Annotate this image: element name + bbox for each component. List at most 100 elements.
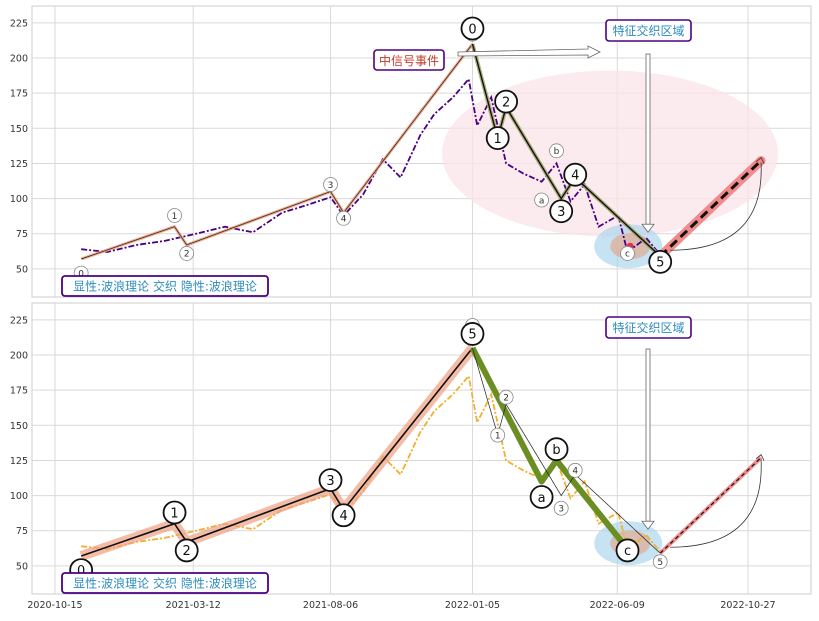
wave-label-small-text: 0 — [78, 269, 84, 279]
x-tick-label: 2021-03-12 — [166, 600, 221, 611]
wave-label-big — [648, 249, 673, 274]
zone-label: 特征交织区域 — [612, 320, 684, 335]
wave-label-small-text: 3 — [558, 505, 564, 515]
wave-label-big — [494, 89, 519, 114]
wave-label-big — [615, 538, 640, 563]
wave-label-small-text: 1 — [172, 212, 178, 222]
y-tick-label: 225 — [10, 315, 28, 326]
y-tick-label: 225 — [10, 18, 28, 29]
plot-content: 01234abc5012345 — [73, 16, 778, 281]
wave-label-big-text: 5 — [656, 256, 664, 271]
wave-label-small-text: 2 — [184, 250, 190, 260]
feature-ellipse — [442, 70, 778, 237]
y-tick-label: 150 — [10, 124, 28, 135]
y-tick-label: 150 — [10, 421, 28, 432]
wave-label-small-text: 5 — [657, 558, 663, 568]
forecast-line — [659, 159, 763, 258]
forecast-arrowhead — [755, 454, 765, 461]
wave-label-small — [534, 192, 549, 208]
x-tick-label: 2021-08-06 — [303, 600, 358, 611]
zone-label-box — [605, 316, 692, 339]
plot-area — [31, 302, 812, 595]
wave-label-big-text: 1 — [170, 506, 178, 521]
wave-label-small — [567, 462, 583, 478]
wave-label-small — [490, 427, 506, 443]
x-tick-label: 2022-01-05 — [445, 600, 500, 611]
x-tick-label: 2022-06-09 — [590, 600, 645, 611]
zone-arrow-head — [641, 223, 655, 233]
wave-secondary-line — [469, 346, 630, 551]
legend-box — [61, 275, 269, 297]
zone-arrow-shaft — [645, 53, 651, 225]
wave-label-big-text: 4 — [339, 509, 347, 524]
event-arrow — [457, 45, 601, 59]
wave-secondary-line — [471, 43, 661, 257]
y-tick-label: 125 — [10, 159, 28, 170]
wave-label-big-text: 4 — [571, 168, 579, 183]
wave-label-big — [549, 199, 574, 224]
wave-primary-line — [81, 43, 473, 260]
wave-thin-line — [472, 347, 661, 554]
wave-label-big — [460, 322, 485, 346]
wave-label-big — [544, 437, 569, 462]
legend-text: 显性:波浪理论 交织 隐性:波浪理论 — [73, 279, 257, 294]
wave-label-small-text: 4 — [341, 215, 347, 225]
y-tick-label: 75 — [16, 229, 28, 240]
wave-label-small-text: 1 — [495, 431, 501, 441]
plot-content: 123450012345abc — [69, 318, 765, 583]
y-tick-label: 75 — [16, 526, 28, 537]
wave-label-big — [331, 503, 356, 528]
y-tick-label: 100 — [10, 491, 28, 502]
wave-label-big-text: 3 — [326, 474, 334, 489]
wave-primary-line — [80, 347, 474, 557]
wave-label-big-text: a — [538, 491, 546, 506]
wave-label-big — [563, 162, 588, 187]
wave-label-small — [498, 389, 514, 405]
y-tick-label: 200 — [10, 351, 28, 362]
wave-label-small-text: 4 — [572, 467, 578, 477]
wave-label-big-text: c — [624, 544, 631, 559]
forecast-arc-arrow — [670, 162, 762, 251]
legend-text: 显性:波浪理论 交织 隐性:波浪理论 — [73, 576, 257, 591]
x-tick-label: 2020-10-15 — [27, 600, 82, 611]
wave-label-big — [529, 485, 554, 509]
wave-label-small — [553, 500, 569, 516]
y-tick-label: 50 — [16, 561, 28, 572]
wave-label-big — [318, 468, 343, 493]
wave-label-small — [323, 177, 338, 192]
wave-label-big-text: 1 — [494, 132, 502, 147]
legend-box — [61, 572, 269, 594]
zone-arrow-shaft — [645, 348, 651, 522]
wave-label-big — [460, 16, 485, 41]
wave-label-small — [549, 143, 564, 159]
y-tick-label: 175 — [10, 386, 28, 397]
zone-arrow-head — [641, 520, 655, 530]
wave-label-small — [179, 246, 195, 261]
wave-label-small-text: 2 — [503, 393, 509, 403]
wave-label-small — [167, 208, 182, 223]
wave-label-small-text: a — [539, 196, 545, 206]
wave-label-big — [162, 500, 187, 525]
wave-label-big — [174, 538, 199, 563]
wave-label-small — [336, 210, 351, 226]
event-label: 中信号事件 — [379, 53, 439, 68]
zone-label-box — [605, 19, 692, 42]
wave-label-small-text: b — [554, 147, 560, 157]
wave-label-big-text: 0 — [77, 564, 85, 579]
event-label-box — [373, 49, 445, 71]
wave-label-small-text: 3 — [328, 181, 334, 191]
zone-label: 特征交织区域 — [612, 23, 684, 38]
wave-label-big-text: 3 — [557, 205, 565, 220]
y-tick-label: 50 — [16, 264, 28, 275]
y-tick-label: 175 — [10, 89, 28, 100]
panel-bottom: 50 75 100 1 2 5 150 175 200 225 2020-10-15 2021-03-… — [10, 302, 812, 611]
wave-label-small — [652, 554, 668, 570]
wave-label-small-text: c — [625, 250, 630, 260]
wave-label-big — [485, 126, 510, 151]
wave-label-big-text: 2 — [183, 544, 191, 559]
y-tick-label: 100 — [10, 194, 28, 205]
x-tick-label: 2022-10-27 — [720, 600, 775, 611]
wave-label-big-text: 0 — [468, 22, 476, 37]
forecast-line — [659, 457, 762, 554]
